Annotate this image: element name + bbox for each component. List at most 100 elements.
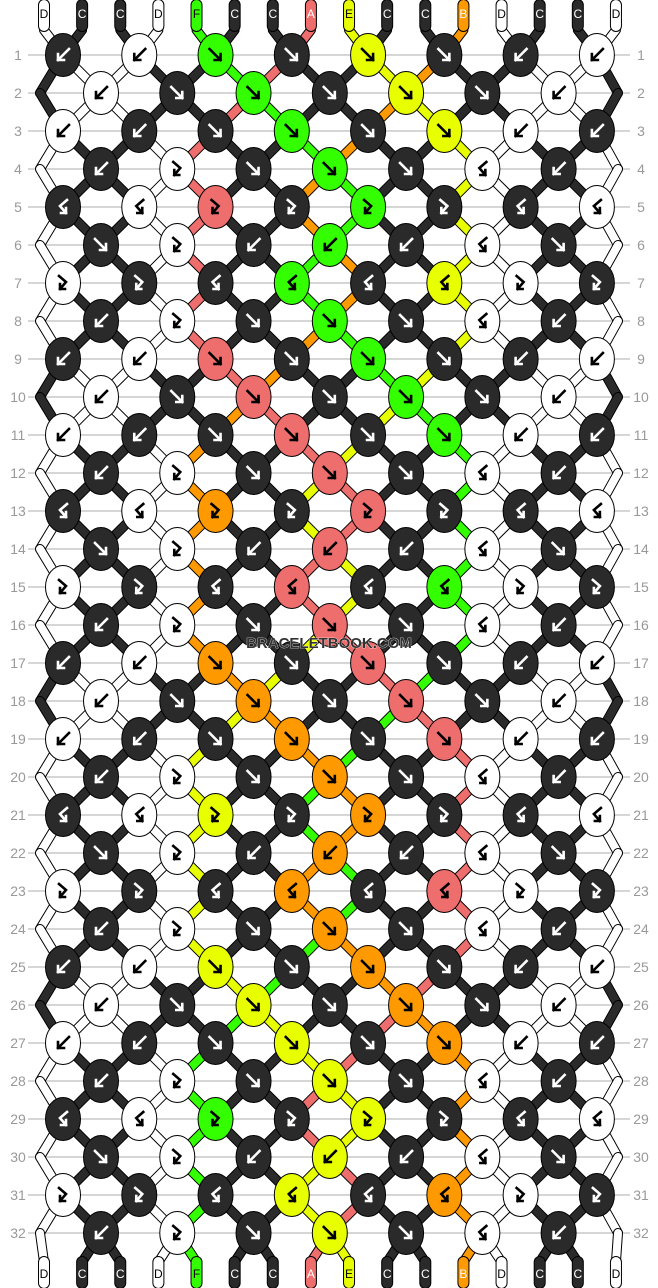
knot (540, 451, 577, 495)
row-number-right: 12 (633, 465, 649, 481)
knot-body (464, 299, 501, 343)
backward-forward-arrow-icon (592, 806, 603, 823)
forward-backward-arrow-icon (362, 806, 373, 823)
row-number-right: 25 (633, 959, 649, 975)
forward-backward-arrow-icon (171, 920, 183, 937)
knot (426, 945, 463, 989)
knot (502, 1173, 539, 1217)
backward-forward-arrow-icon (477, 1224, 489, 1241)
forward-backward-arrow-icon (514, 274, 526, 291)
row-number-left: 31 (10, 1187, 26, 1203)
string-label-bottom: C (383, 1267, 392, 1281)
forward-arrow-icon (283, 47, 299, 62)
knot-body (464, 603, 501, 647)
forward-arrow-icon (398, 921, 413, 936)
forward-arrow-icon (360, 427, 375, 442)
backward-arrow-icon (246, 541, 262, 556)
row-number-right: 10 (633, 389, 649, 405)
string-label-top: D (497, 7, 506, 21)
knot-body (578, 1097, 615, 1141)
knot-body (159, 1135, 196, 1179)
forward-backward-arrow-icon (285, 806, 297, 823)
knot (350, 565, 387, 609)
string-label-bottom: C (573, 1267, 582, 1281)
knot (121, 33, 158, 77)
row-number-left: 4 (14, 161, 22, 177)
backward-arrow-icon (590, 427, 605, 442)
knot (464, 527, 501, 571)
forward-arrow-icon (207, 959, 223, 974)
knot (502, 793, 539, 837)
knot (83, 679, 119, 723)
knot-body (426, 793, 463, 837)
row-number-right: 7 (637, 275, 645, 291)
knot (121, 109, 158, 153)
row-number-left: 9 (14, 351, 22, 367)
knot (464, 71, 501, 115)
knot-body (426, 489, 463, 533)
knot-body (45, 1173, 81, 1217)
forward-arrow-icon (360, 731, 375, 746)
backward-forward-arrow-icon (439, 1186, 451, 1203)
backward-forward-arrow-icon (477, 1148, 489, 1165)
knot (578, 185, 615, 229)
knot (273, 413, 310, 457)
string-label-bottom: D (154, 1267, 163, 1281)
forward-backward-arrow-icon (514, 578, 526, 595)
backward-forward-arrow-icon (134, 198, 146, 215)
backward-arrow-icon (246, 237, 262, 252)
knot (159, 375, 196, 419)
knot-body (159, 147, 196, 191)
forward-arrow-icon (321, 617, 337, 632)
knot (426, 33, 463, 77)
row-number-right: 4 (637, 161, 645, 177)
knot (388, 679, 425, 723)
knot (121, 565, 158, 609)
knot (578, 337, 615, 381)
backward-arrow-icon (513, 123, 529, 138)
forward-arrow-icon (245, 389, 261, 404)
knot (197, 641, 234, 685)
row-number-right: 32 (633, 1225, 649, 1241)
knot-body (350, 1173, 387, 1217)
backward-arrow-icon (94, 389, 109, 404)
row-number-left: 14 (10, 541, 26, 557)
backward-forward-arrow-icon (58, 198, 69, 215)
knot (311, 299, 348, 343)
knot (273, 945, 310, 989)
knot (388, 147, 425, 191)
backward-arrow-icon (132, 1035, 148, 1050)
row-number-left: 32 (10, 1225, 26, 1241)
knot (578, 489, 615, 533)
knot (83, 223, 119, 267)
knot (235, 527, 272, 571)
backward-arrow-icon (551, 161, 567, 176)
forward-arrow-icon (245, 465, 261, 480)
forward-backward-arrow-icon (285, 502, 297, 519)
knot (235, 679, 272, 723)
backward-forward-arrow-icon (592, 1110, 603, 1127)
knot (121, 869, 158, 913)
knot (388, 983, 425, 1027)
knot (350, 33, 387, 77)
knot (45, 1097, 81, 1141)
backward-forward-arrow-icon (363, 578, 374, 595)
knot (388, 755, 425, 799)
knot (502, 261, 539, 305)
knot (388, 603, 425, 647)
knot-body (121, 185, 158, 229)
knot (464, 147, 501, 191)
knots (45, 33, 615, 1255)
backward-arrow-icon (56, 351, 71, 366)
knot (235, 1135, 272, 1179)
forward-arrow-icon (436, 47, 452, 62)
forward-arrow-icon (436, 351, 452, 366)
knot (311, 679, 348, 723)
watermark: BRACELETBOOK.COM (246, 635, 412, 652)
knot (197, 109, 234, 153)
knot-body (159, 907, 196, 951)
row-number-right: 22 (633, 845, 649, 861)
row-number-left: 17 (10, 655, 26, 671)
knot-body (578, 489, 615, 533)
backward-arrow-icon (590, 655, 605, 670)
